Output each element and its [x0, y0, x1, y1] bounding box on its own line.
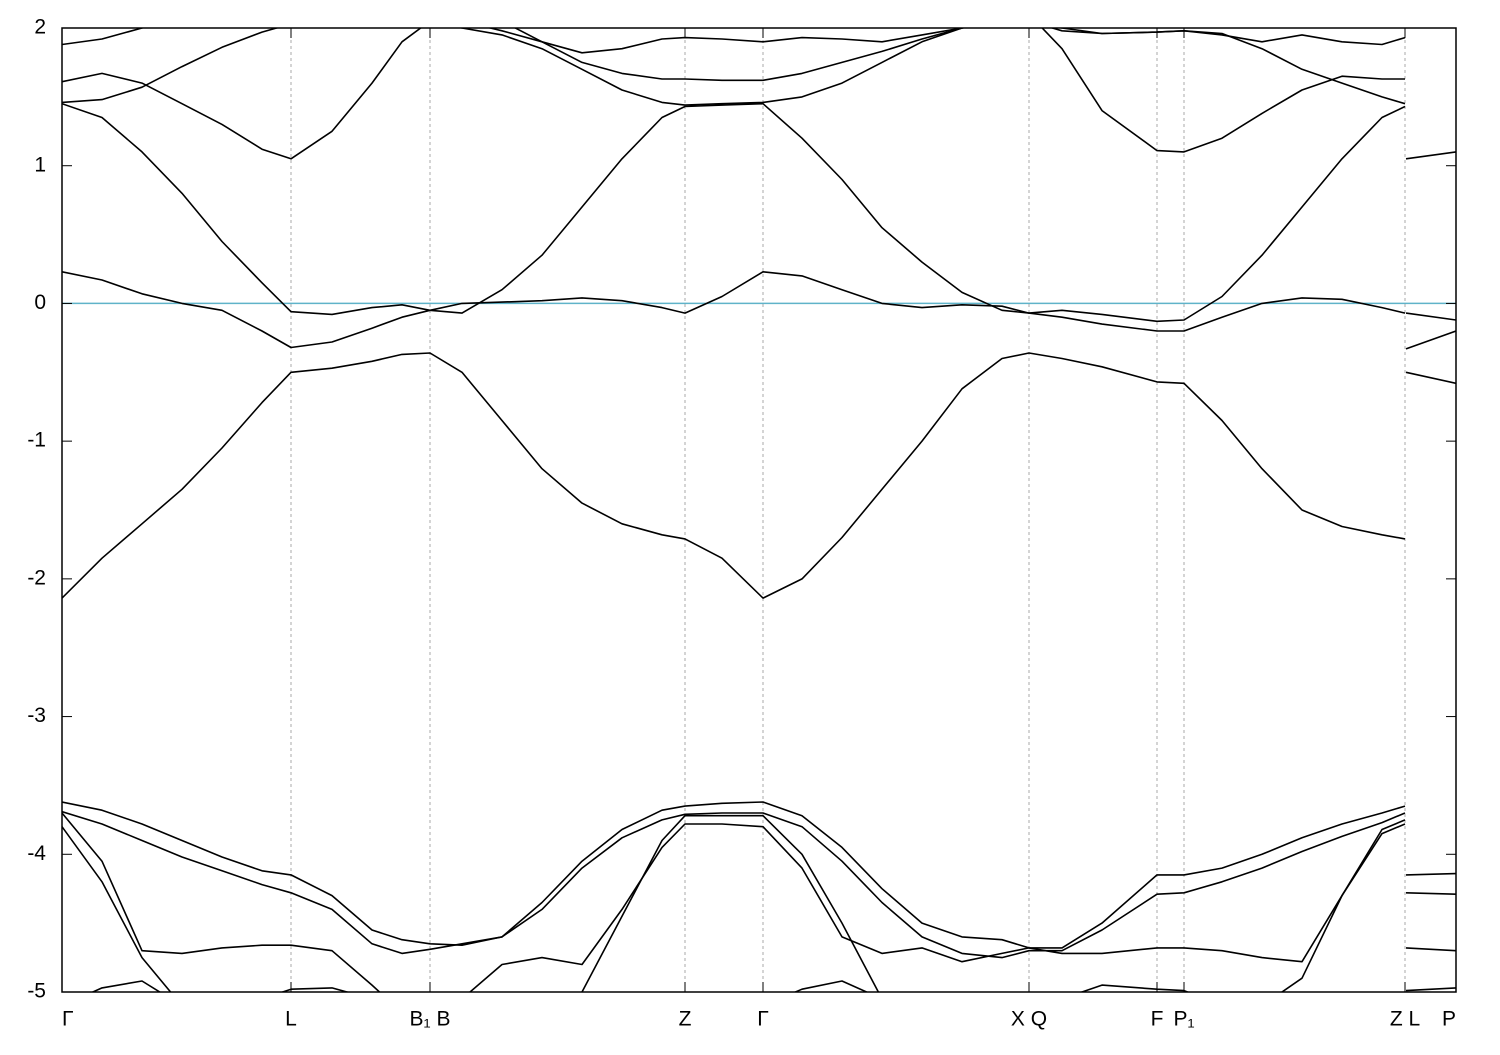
- x-tick-label: L: [285, 1008, 297, 1031]
- plot-frame: [61, 27, 1457, 993]
- x-tick-label: Z: [679, 1008, 692, 1031]
- y-tick-label: -1: [27, 429, 46, 452]
- y-tick-label: -4: [27, 842, 46, 865]
- x-tick-label: P: [1442, 1008, 1456, 1031]
- x-tick-label: Z L: [1390, 1008, 1420, 1031]
- y-tick-label: 0: [34, 291, 46, 314]
- band-line: [62, 812, 1456, 992]
- band-line: [62, 28, 1456, 160]
- x-tick-label: P₁: [1173, 1008, 1194, 1031]
- band-line: [62, 801, 1456, 949]
- x-tick-label: X Q: [1011, 1008, 1047, 1031]
- x-tick-label: Γ: [757, 1008, 769, 1031]
- y-tick-label: 1: [34, 153, 46, 176]
- band-line: [62, 814, 1406, 992]
- y-tick-label: -3: [27, 704, 46, 727]
- x-tick-label: B₁ B: [410, 1008, 451, 1031]
- x-tick-label: F: [1151, 1008, 1164, 1031]
- band-line: [62, 810, 1456, 959]
- y-tick-label: 2: [34, 16, 46, 39]
- band-line: [62, 271, 1456, 350]
- band-line: [62, 102, 1456, 323]
- y-tick-label: -5: [27, 980, 46, 1003]
- x-tick-label: Γ: [62, 1008, 74, 1031]
- ticks: -5 -4 -3 -2 -1 0 1 2 Γ L B₁ B Z Γ X Q F P₁ Z L P: [27, 16, 1457, 1031]
- band-line: [62, 352, 1456, 599]
- y-tick-label: -2: [27, 566, 46, 589]
